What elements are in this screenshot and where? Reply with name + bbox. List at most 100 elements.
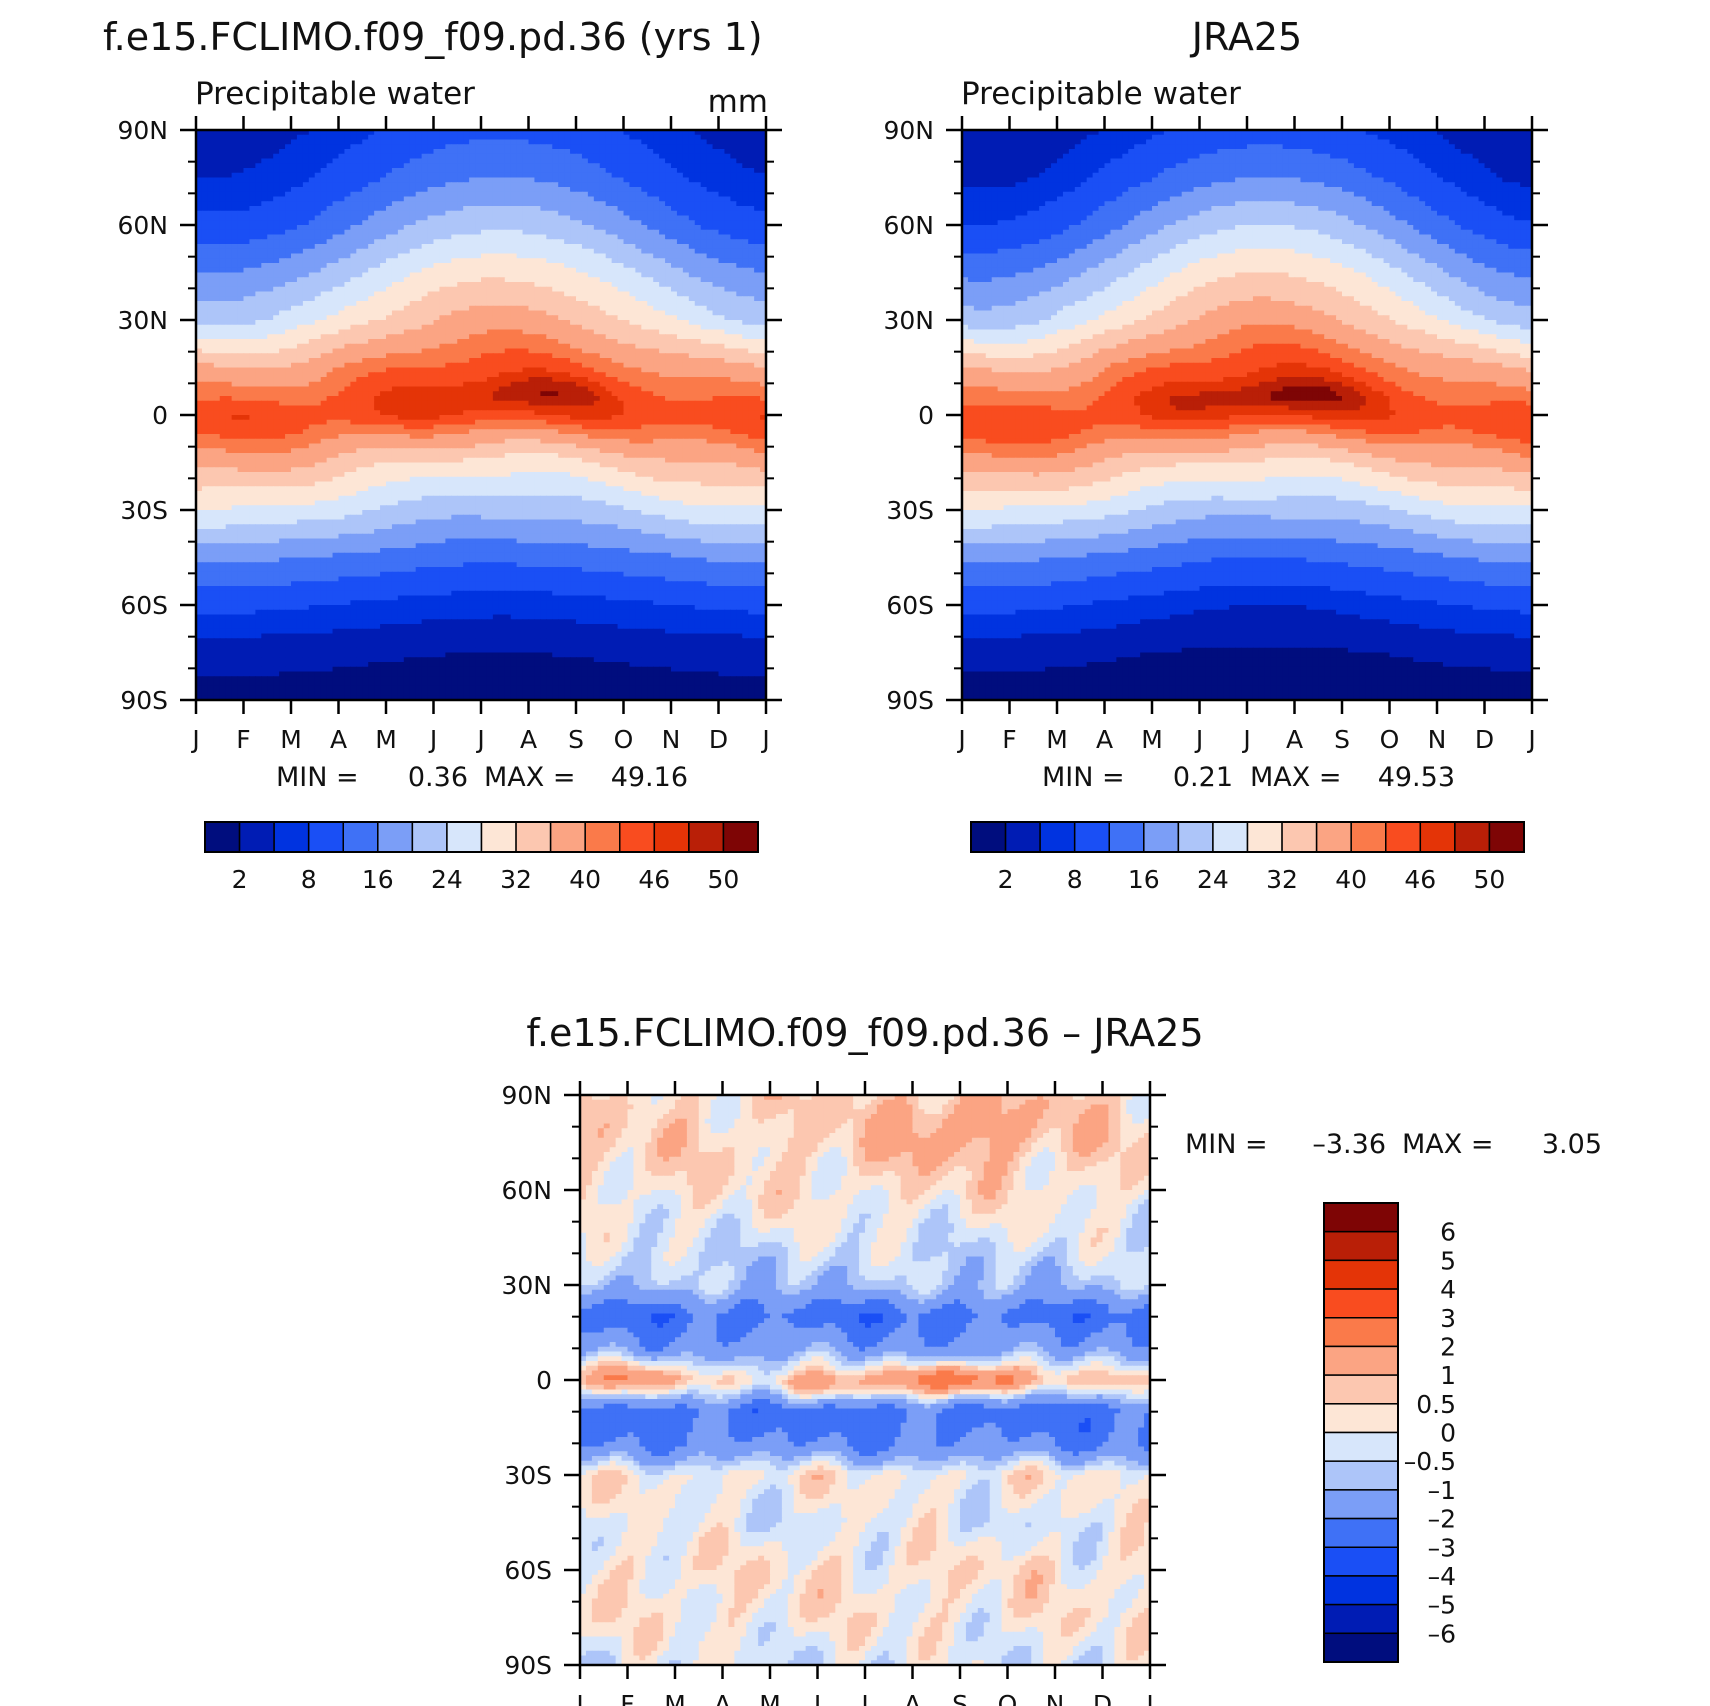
field-cell — [665, 291, 672, 297]
field-cell — [581, 239, 589, 245]
field-cell — [403, 353, 411, 359]
field-cell — [397, 324, 405, 331]
field-cell — [712, 343, 720, 350]
field-cell — [201, 153, 209, 160]
field-cell — [285, 329, 292, 335]
field-cell — [641, 130, 648, 136]
field-cell — [338, 168, 346, 174]
field-cell — [338, 244, 346, 250]
field-cell — [522, 253, 530, 259]
field-cell — [564, 163, 571, 169]
field-cell — [285, 267, 292, 274]
field-cell — [564, 372, 571, 378]
field-cell — [457, 206, 464, 212]
field-cell — [700, 244, 708, 250]
field-cell — [261, 149, 268, 155]
field-cell — [314, 315, 322, 321]
field-cell — [314, 144, 322, 150]
field-cell — [243, 324, 251, 331]
field-cell — [558, 206, 565, 212]
field-cell — [486, 310, 494, 316]
field-cell — [356, 244, 363, 250]
field-cell — [748, 258, 755, 264]
field-cell — [403, 206, 411, 212]
field-cell — [314, 215, 322, 221]
field-cell — [237, 191, 245, 198]
field-cell — [279, 187, 286, 193]
field-cell — [730, 182, 737, 188]
field-cell — [469, 277, 476, 283]
field-cell — [700, 263, 708, 269]
field-cell — [344, 301, 351, 307]
field-cell — [694, 134, 702, 141]
field-cell — [374, 258, 381, 264]
field-cell — [593, 244, 601, 250]
field-cell — [748, 367, 755, 373]
field-cell — [593, 291, 601, 297]
field-cell — [225, 248, 233, 255]
field-cell — [712, 348, 720, 354]
field-cell — [237, 177, 245, 183]
field-cell — [362, 367, 369, 373]
field-cell — [421, 348, 429, 354]
field-cell — [421, 282, 429, 288]
field-cell — [326, 239, 334, 245]
field-cell — [213, 144, 221, 150]
field-cell — [581, 320, 589, 326]
field-cell — [332, 353, 340, 359]
field-cell — [261, 225, 268, 231]
field-cell — [463, 310, 470, 316]
field-cell — [380, 248, 387, 255]
field-cell — [296, 201, 304, 207]
field-cell — [409, 372, 417, 378]
field-cell — [350, 210, 357, 217]
field-cell — [475, 320, 482, 326]
field-cell — [641, 196, 648, 202]
field-cell — [445, 282, 452, 288]
field-cell — [564, 172, 571, 179]
field-cell — [510, 353, 518, 359]
field-cell — [279, 153, 286, 160]
field-cell — [332, 210, 340, 217]
field-cell — [409, 182, 417, 188]
field-cell — [207, 234, 215, 240]
field-cell — [196, 215, 203, 221]
field-cell — [647, 291, 654, 297]
field-cell — [237, 153, 245, 160]
field-cell — [267, 244, 274, 250]
field-cell — [243, 367, 251, 373]
field-cell — [552, 196, 559, 202]
field-cell — [599, 353, 607, 359]
field-cell — [291, 301, 298, 307]
field-cell — [427, 168, 435, 174]
field-cell — [403, 149, 411, 155]
field-cell — [593, 315, 601, 321]
field-cell — [386, 172, 393, 179]
field-cell — [593, 134, 601, 141]
field-cell — [671, 215, 678, 221]
field-cell — [332, 329, 340, 335]
field-cell — [593, 343, 601, 350]
field-cell — [201, 239, 209, 245]
field-cell — [712, 153, 720, 160]
field-cell — [326, 367, 334, 373]
field-cell — [516, 334, 524, 340]
field-cell — [688, 258, 696, 264]
field-cell — [261, 348, 268, 354]
field-cell — [635, 158, 642, 164]
field-cell — [659, 182, 666, 188]
field-cell — [291, 263, 298, 269]
field-cell — [314, 296, 322, 302]
field-cell — [581, 182, 589, 188]
field-cell — [469, 372, 476, 378]
field-cell — [279, 220, 286, 226]
field-cell — [706, 272, 714, 278]
field-cell — [665, 158, 672, 164]
field-cell — [308, 367, 316, 373]
field-cell — [386, 258, 393, 264]
field-cell — [635, 220, 642, 226]
field-cell — [671, 234, 678, 240]
field-cell — [231, 372, 239, 378]
field-cell — [350, 187, 357, 193]
field-cell — [653, 177, 660, 183]
